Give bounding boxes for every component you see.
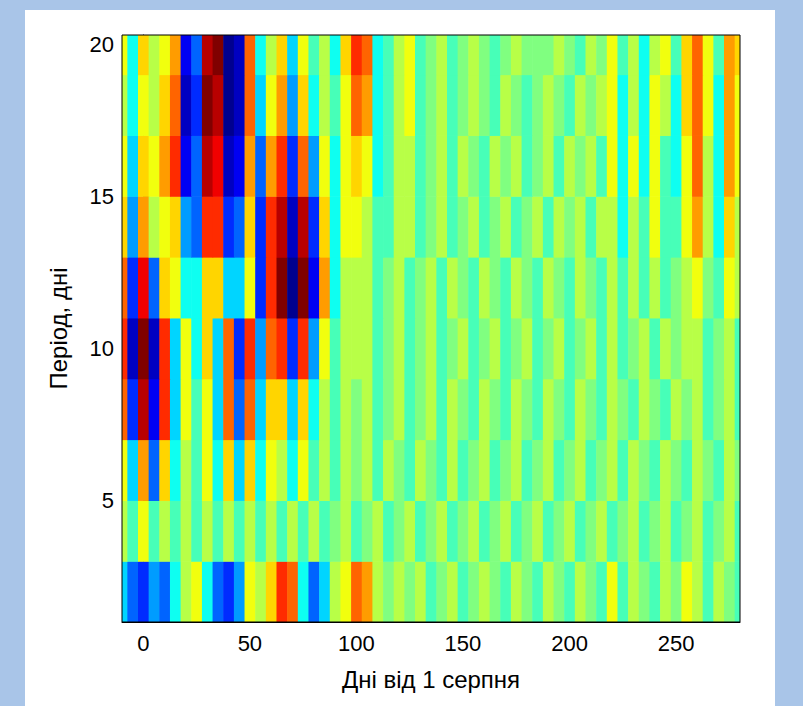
svg-text:50: 50 (238, 631, 262, 656)
svg-text:250: 250 (658, 631, 695, 656)
svg-text:15: 15 (90, 184, 114, 209)
svg-text:Період, дні: Період, дні (45, 267, 72, 389)
svg-text:20: 20 (90, 32, 114, 57)
svg-text:200: 200 (551, 631, 588, 656)
svg-text:10: 10 (90, 336, 114, 361)
svg-text:5: 5 (102, 488, 114, 513)
svg-text:100: 100 (338, 631, 375, 656)
svg-text:Дні від 1 серпня: Дні від 1 серпня (342, 666, 520, 693)
svg-text:0: 0 (137, 631, 149, 656)
svg-text:150: 150 (445, 631, 482, 656)
